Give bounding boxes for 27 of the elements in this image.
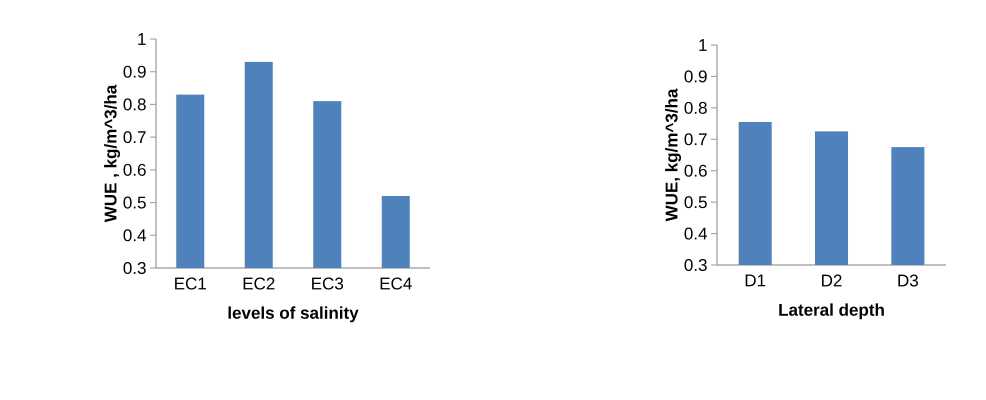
x-tick-label: D1 [746,274,766,286]
x-axis-title: levels of salinity [228,306,359,322]
x-tick-label: EC3 [312,278,344,290]
y-axis-title: WUE , kg/m^3/ha [104,84,120,222]
y-tick-label: 0.9 [124,66,146,78]
y-tick-label: 0.4 [124,229,146,242]
y-tick-label: 0.6 [684,164,707,177]
y-tick-label: 0.7 [684,133,707,146]
y-tick-label: 1 [138,33,146,45]
x-tick-label: EC2 [244,278,274,290]
x-tick-label: EC4 [380,278,412,290]
y-tick-label: 0.5 [684,196,707,208]
y-tick-label: 0.3 [684,258,707,272]
y-tick-label: 0.7 [124,131,146,144]
y-tick-label: 0.8 [124,98,146,110]
y-tick-label: 0.5 [124,196,146,209]
x-tick-label: D2 [822,274,842,286]
y-axis-title: WUE, kg/m^3/ha [665,88,682,222]
y-tick-label: 0.4 [684,228,707,240]
x-tick-label: D3 [898,274,918,287]
x-tick-label: EC1 [175,278,206,290]
y-tick-label: 0.8 [684,102,707,114]
y-tick-label: 0.3 [124,262,146,274]
y-tick-label: 1 [699,39,707,51]
y-tick-label: 0.9 [684,70,707,82]
x-axis-title: Lateral depth [779,303,884,320]
y-tick-label: 0.6 [124,164,146,176]
